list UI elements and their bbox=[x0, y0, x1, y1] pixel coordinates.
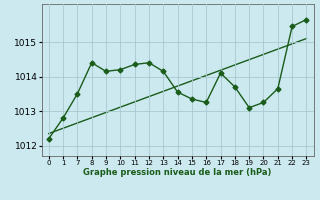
X-axis label: Graphe pression niveau de la mer (hPa): Graphe pression niveau de la mer (hPa) bbox=[84, 168, 272, 177]
